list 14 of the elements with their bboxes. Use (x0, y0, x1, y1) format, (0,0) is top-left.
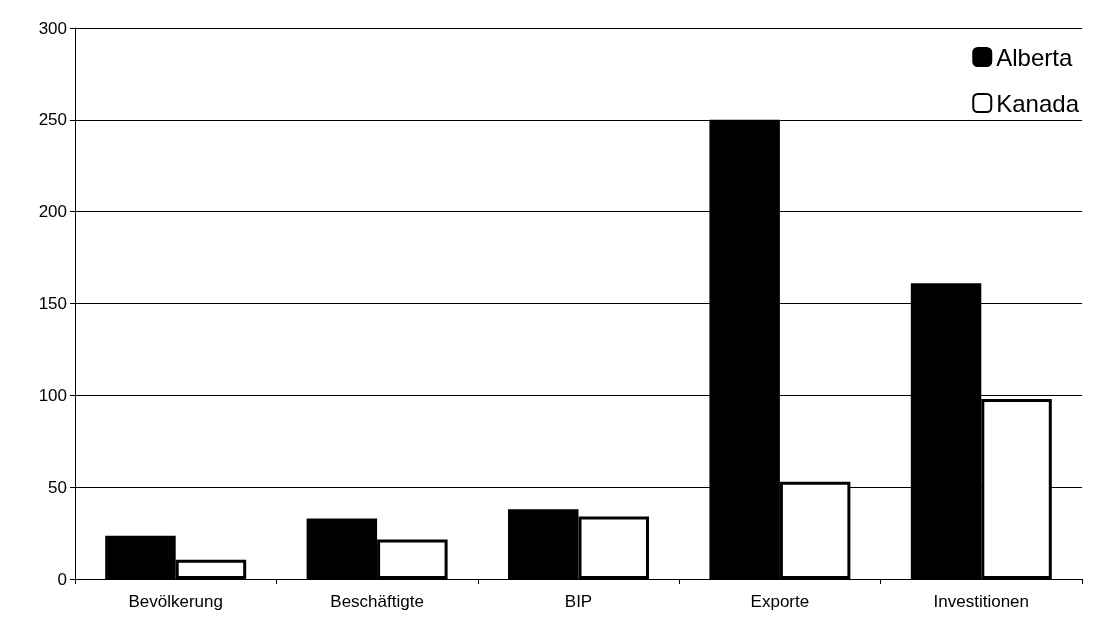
y-tick-label: 200 (38, 202, 67, 222)
x-tick-label: BIP (564, 592, 593, 611)
y-tick-label: 50 (48, 477, 67, 497)
x-tick-label: Beschäftigte (330, 592, 424, 611)
y-tick-label: 150 (38, 294, 67, 313)
legend-label: Alberta (996, 43, 1073, 71)
x-tick-label: Exporte (750, 592, 810, 611)
y-tick-label: 300 (38, 18, 67, 38)
x-tick-label: Bevölkerung (128, 592, 223, 611)
y-tick-label: 0 (57, 569, 67, 589)
y-tick-label: 250 (38, 110, 67, 130)
legend-label: Kanada (996, 89, 1080, 117)
y-tick-label: 100 (38, 385, 67, 405)
x-tick-label: Investitionen (933, 592, 1030, 611)
